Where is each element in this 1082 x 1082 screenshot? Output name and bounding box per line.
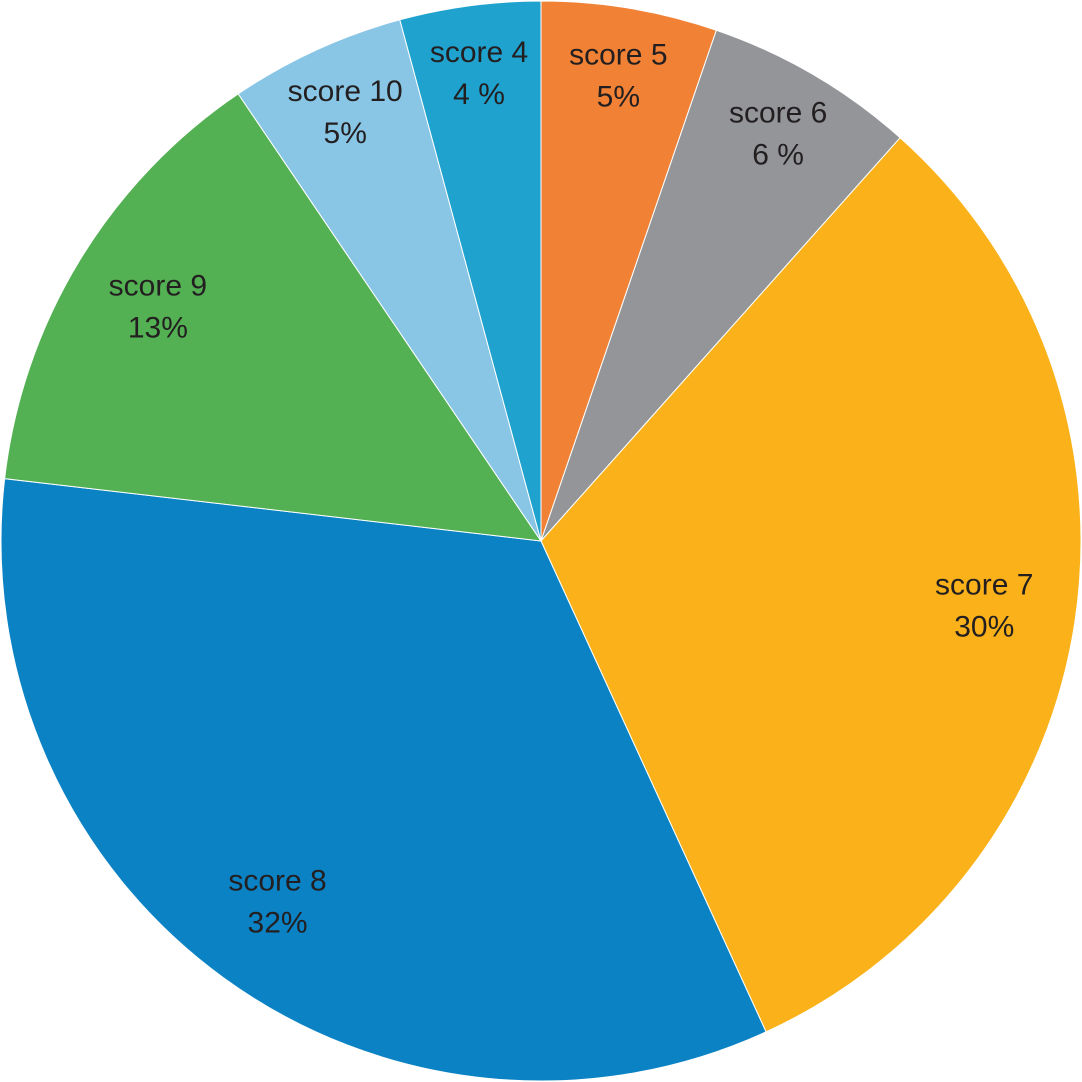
value-label: 6 % [752,138,804,171]
value-label: 32% [248,907,308,940]
pie-slice [540,0,717,542]
slice-label: score 10 [288,75,403,108]
pie-slice [399,0,542,542]
slice-label: score 9 [109,269,207,302]
slice-label: score 6 [729,96,827,129]
slice-label: score 4 [430,36,528,69]
pie-slice [540,29,901,542]
pie-slice [0,478,767,1082]
pie-slice [4,93,543,542]
pie-slice [237,19,542,542]
value-label: 30% [954,610,1014,643]
slice-label: score 8 [228,865,326,898]
slice-label: score 5 [569,39,667,72]
value-label: 5% [324,117,367,150]
value-label: 4 % [453,78,505,111]
slice-label: score 7 [935,568,1033,601]
value-label: 5% [597,81,640,114]
pie-slice [540,137,1082,1033]
value-label: 13% [128,311,188,344]
